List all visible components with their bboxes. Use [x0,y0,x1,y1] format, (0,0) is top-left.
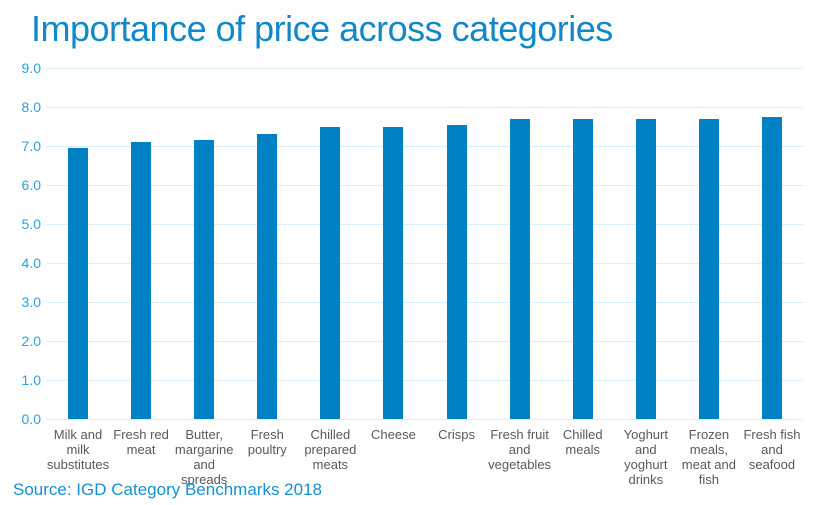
x-category-label: Butter, margarine and spreads [159,427,249,487]
y-tick-label: 0.0 [21,411,41,427]
x-category-label-line: meals [565,442,601,457]
x-category-label: Yoghurt and yoghurt drinks [601,427,691,487]
bar-fresh-fish-and-seafood [761,116,782,419]
gridline [46,263,803,264]
x-category-label-line: Milk and [53,427,103,442]
x-category-label: Chilled prepared meats [285,427,375,472]
gridline [46,380,803,381]
y-tick-label: 6.0 [21,177,41,193]
bar-crisps [446,124,467,419]
y-tick-label: 9.0 [21,60,41,76]
gridline [46,68,803,69]
x-category-label-line: and [508,442,531,457]
gridline [46,302,803,303]
x-category-label-line: meats [312,457,349,472]
x-category-label-line: meat and [681,457,736,472]
y-tick-label: 4.0 [21,255,41,271]
x-category-label-line: Fresh fruit [490,427,549,442]
x-category-label: Fresh fish and seafood [727,427,816,472]
x-category-label-line: drinks [628,472,664,487]
bar-fresh-poultry [257,134,278,419]
x-category-label: Crisps [412,427,502,442]
x-category-label-line: substitutes [46,457,110,472]
x-category-label-line: Crisps [438,427,475,442]
gridline [46,419,803,420]
x-category-label-line: and [634,442,657,457]
y-tick-label: 3.0 [21,294,41,310]
x-category-label-line: and [193,457,216,472]
x-category-label: Frozen meals, meat and fish [664,427,754,487]
bar-butter-margarine-and-spreads [194,140,215,419]
x-category-label-line: Frozen [688,427,730,442]
x-category-label: Cheese [348,427,438,442]
x-category-label-line: Chilled [562,427,603,442]
x-category-label-line: Butter, [185,427,223,442]
x-category-label: Fresh fruit and vegetables [475,427,565,472]
x-category-label-line: Fresh [250,427,284,442]
bar-fresh-fruit-and-vegetables [509,118,530,419]
gridline [46,341,803,342]
x-category-label-line: prepared [304,442,357,457]
chart-title: Importance of price across categories [31,8,613,49]
x-category-label-line: and [761,442,783,457]
bar-chilled-prepared-meats [320,126,341,419]
y-tick-label: 2.0 [21,333,41,349]
x-category-label-line: seafood [748,457,796,472]
x-category-label-line: fish [698,472,720,487]
x-category-label-line: spreads [181,472,228,487]
source-note: Source: IGD Category Benchmarks 2018 [13,480,322,499]
x-category-label: Milk and milk substitutes [33,427,123,472]
x-category-label-line: poultry [247,442,287,457]
gridline [46,146,803,147]
x-category-label-line: milk [66,442,90,457]
gridline [46,224,803,225]
bar-chilled-meals [572,118,593,419]
x-category-label-line: meat [126,442,156,457]
x-category-label-line: Fresh fish [743,427,801,442]
gridline [46,185,803,186]
gridline [46,107,803,108]
x-category-label-line: Yoghurt [623,427,668,442]
x-category-label: Fresh poultry [222,427,312,457]
x-category-label-line: vegetables [488,457,552,472]
y-tick-label: 7.0 [21,138,41,154]
bar-milk-and-milk-substitutes [68,147,88,419]
y-tick-label: 5.0 [21,216,41,232]
x-category-label: Fresh red meat [96,427,186,457]
x-category-label-line: meals, [689,442,729,457]
x-category-label-line: Fresh red [113,427,169,442]
x-category-label-line: Chilled [310,427,351,442]
bar-fresh-red-meat [131,142,152,419]
bar-frozen-meals-meat-and-fish [698,118,719,419]
x-category-label-line: yoghurt [624,457,668,472]
bar-cheese [383,126,404,419]
x-category-label-line: margarine [174,442,234,457]
x-category-label: Chilled meals [538,427,628,457]
y-tick-label: 8.0 [21,99,41,115]
x-category-label-line: Cheese [371,427,416,442]
y-tick-label: 1.0 [21,372,41,388]
bar-yoghurt-and-yoghurt-drinks [635,118,656,419]
